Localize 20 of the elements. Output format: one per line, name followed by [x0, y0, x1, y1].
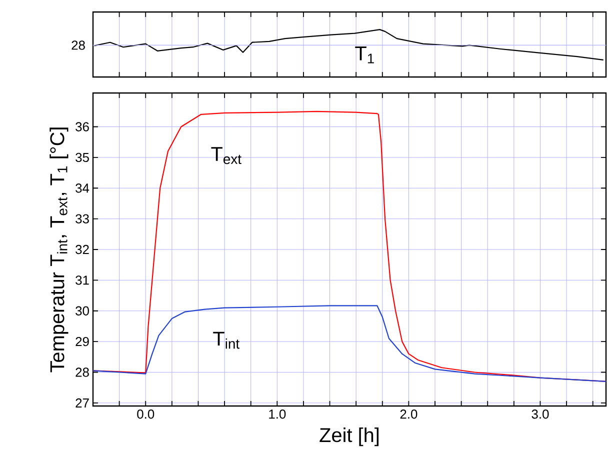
x-tick-label: 3.0	[532, 410, 549, 419]
y-tick-label: 34	[76, 184, 90, 193]
series-label: T$_{int}$	[213, 332, 240, 349]
y-tick-label: 28	[76, 368, 89, 377]
series-label: T$_{ext}$	[211, 147, 242, 164]
y-tick-label: 35	[76, 152, 89, 162]
y-tick-label: 36	[76, 122, 89, 132]
y-tick-label: 33	[76, 214, 89, 224]
y-tick-label: 30	[76, 306, 89, 316]
series-label: T$_{1}$	[355, 46, 374, 64]
y-tick-label: 32	[76, 244, 89, 254]
y-tick-label: 29	[76, 336, 89, 346]
x-tick-label: 1.0	[269, 410, 286, 419]
x-tick-label: 0.0	[137, 410, 154, 419]
y-tick-label: 31	[76, 276, 89, 285]
x-tick-label: 2.0	[400, 410, 418, 419]
x-axis-title: Zeit [h]	[320, 428, 379, 446]
y-tick-label: 27	[76, 398, 89, 408]
line-series	[92, 305, 607, 382]
y-axis-title: Temperatur T$_{int}$, T$_{ext}$, T$_{1}$ [°C]	[50, 128, 68, 372]
